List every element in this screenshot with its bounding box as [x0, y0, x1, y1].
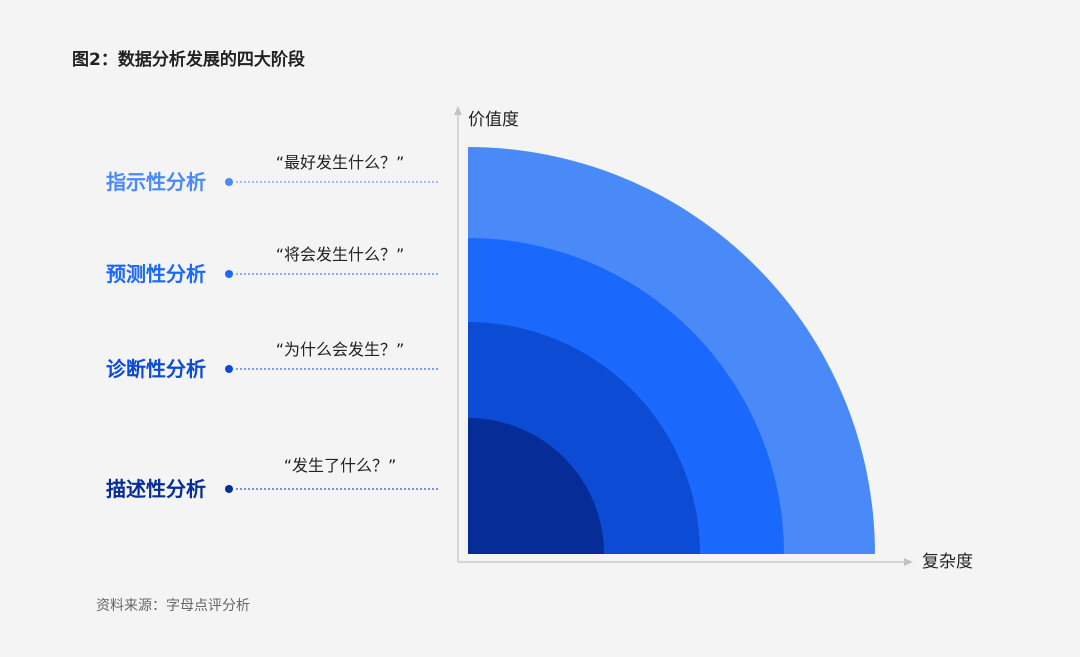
- y-axis-arrowhead: [454, 106, 462, 115]
- stage-question-descriptive: “发生了什么？”: [240, 455, 440, 477]
- stage-label-prescriptive: 指示性分析: [88, 169, 206, 195]
- x-axis-label: 复杂度: [922, 551, 973, 573]
- stage-question-diagnostic: “为什么会发生？”: [240, 339, 440, 361]
- stage-dot-predictive: [225, 270, 233, 278]
- stage-dot-diagnostic: [225, 365, 233, 373]
- stage-dot-descriptive: [225, 485, 233, 493]
- stage-label-diagnostic: 诊断性分析: [88, 356, 206, 382]
- source-note: 资料来源：字母点评分析: [96, 596, 250, 616]
- y-axis-label: 价值度: [468, 109, 519, 131]
- stage-dot-prescriptive: [225, 178, 233, 186]
- stage-label-predictive: 预测性分析: [88, 261, 206, 287]
- x-axis-arrowhead: [904, 558, 913, 566]
- stage-label-descriptive: 描述性分析: [88, 476, 206, 502]
- stage-question-predictive: “将会发生什么？”: [240, 244, 440, 266]
- stage-question-prescriptive: “最好发生什么？”: [240, 152, 440, 174]
